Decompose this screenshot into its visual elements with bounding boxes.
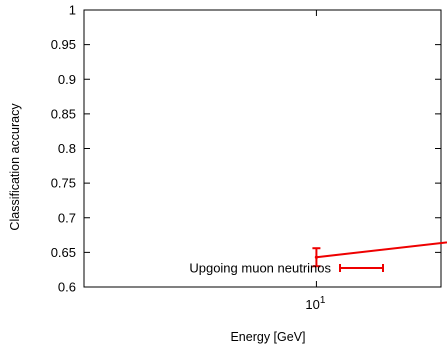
y-tick-label: 0.95 (51, 37, 76, 52)
legend-symbol (339, 264, 384, 272)
data-point (314, 255, 319, 259)
error-bar (312, 247, 321, 268)
x-tick-label: 101 (305, 295, 325, 312)
y-tick-label: 0.85 (51, 106, 76, 121)
y-axis-label: Classification accuracy (8, 103, 22, 231)
y-tick-label: 0.6 (58, 280, 76, 295)
x-tick-base: 10 (305, 297, 319, 312)
y-tick-label: 0.9 (58, 72, 76, 87)
legend: Upgoing muon neutrinos (189, 261, 384, 276)
plot-border (83, 9, 442, 288)
y-tick-label: 0.65 (51, 245, 76, 260)
series-line (316, 241, 447, 259)
y-tick-label: 0.75 (51, 176, 76, 191)
y-tick-label: 0.8 (58, 141, 76, 156)
y-tick-label: 0.7 (58, 210, 76, 225)
x-axis-label: Energy [GeV] (230, 330, 305, 344)
plot-frame (83, 9, 442, 288)
y-axis: 0.6 0.65 0.7 0.75 0.8 0.85 0.9 0.95 1 (51, 3, 441, 295)
x-tick-exponent: 1 (320, 295, 326, 306)
series-upgoing-muon-neutrinos (312, 241, 447, 268)
y-tick-label: 1 (69, 3, 76, 18)
legend-label: Upgoing muon neutrinos (189, 261, 331, 276)
x-axis: 101102103104105106107 (305, 10, 326, 312)
